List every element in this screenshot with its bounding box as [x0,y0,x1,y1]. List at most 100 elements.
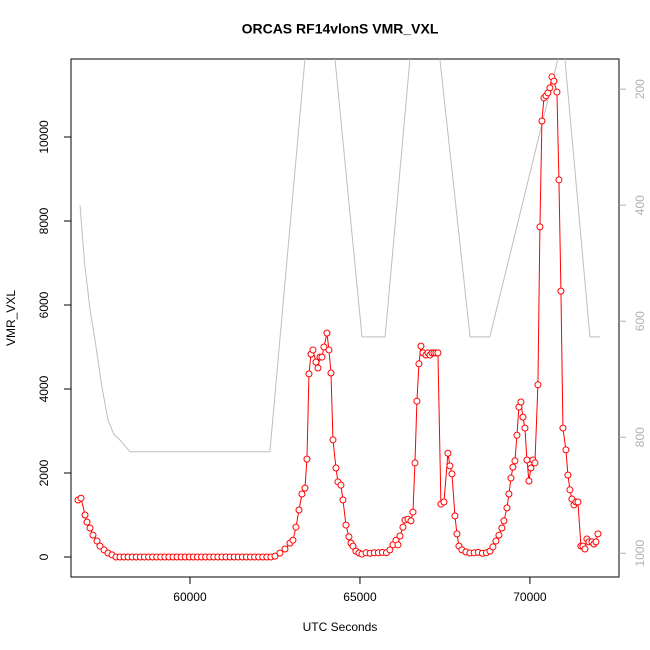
data-point [303,455,311,463]
y-tick-label: 8000 [37,207,51,234]
y2-tick-label: 1000 [633,540,647,567]
data-point [298,490,306,498]
data-point [83,518,91,526]
data-point [339,496,347,504]
data-point [444,449,452,457]
data-point [413,397,421,405]
data-point [500,517,508,525]
data-point [574,498,582,506]
data-point [314,364,322,372]
data-point [440,498,448,506]
x-axis-label: UTC Seconds [303,620,378,634]
data-point [557,287,565,295]
y2-tick-label: 600 [633,311,647,331]
data-point [511,457,519,465]
y2-tick-label: 200 [633,79,647,99]
data-point [451,512,459,520]
chart-title: ORCAS RF14vlonS VMR_VXL [242,21,439,37]
data-point [409,508,417,516]
data-point [566,486,574,494]
data-point [309,346,317,354]
y-axis-label: VMR_VXL [4,290,18,346]
data-point [415,360,423,368]
data-point [517,398,525,406]
data-point [295,506,303,514]
data-point [505,490,513,498]
data-point [594,530,602,538]
data-point [519,413,527,421]
y2-tick-label: 800 [633,427,647,447]
series-line [79,59,600,453]
data-point [312,358,320,366]
data-point [407,517,415,525]
data-point [305,370,313,378]
y-tick-label: 10000 [37,120,51,154]
data-point [271,552,279,560]
data-point [495,531,503,539]
data-point [521,424,529,432]
data-point [507,474,515,482]
y-tick-label: 6000 [37,291,51,318]
data-point [562,446,570,454]
data-point [399,523,407,531]
data-point [546,84,554,92]
y-tick-label: 0 [37,553,51,560]
data-point [553,88,561,96]
data-point [318,353,326,361]
data-point [453,530,461,538]
data-point [327,369,335,377]
data-point [492,537,500,545]
data-point [332,464,340,472]
data-point [329,436,337,444]
data-point [538,117,546,125]
data-point [531,459,539,467]
data-point [523,456,531,464]
data-point [89,531,97,539]
data-point [498,524,506,532]
data-point [386,546,394,554]
data-point [536,223,544,231]
data-point [434,349,442,357]
data-point [527,464,535,472]
data-point [559,424,567,432]
data-point [77,494,85,502]
data-point [417,342,425,350]
data-point [289,536,297,544]
data-point [564,471,572,479]
data-point [489,543,497,551]
data-point [337,481,345,489]
data-point [396,532,404,540]
data-point [323,329,331,337]
data-point [301,484,309,492]
data-point [281,545,289,553]
data-point [93,537,101,545]
y2-tick-label: 400 [633,195,647,215]
data-point [411,459,419,467]
plot-area [74,59,602,561]
x-tick-label: 70000 [513,590,547,604]
data-point [349,542,357,550]
data-point [446,462,454,470]
data-point [555,176,563,184]
data-point [342,521,350,529]
y-tick-label: 4000 [37,375,51,402]
data-point [345,533,353,541]
data-point [503,504,511,512]
data-point [276,549,284,557]
data-point [292,523,300,531]
data-point [448,470,456,478]
data-point [509,463,517,471]
data-point [325,346,333,354]
data-point [550,77,558,85]
data-point [86,524,94,532]
plot-frame [70,58,620,578]
data-point [534,381,542,389]
data-point [81,511,89,519]
y-tick-label: 2000 [37,459,51,486]
data-point [513,431,521,439]
data-point [320,343,328,351]
data-point [592,538,600,546]
x-tick-label: 60000 [173,590,207,604]
data-point [394,541,402,549]
